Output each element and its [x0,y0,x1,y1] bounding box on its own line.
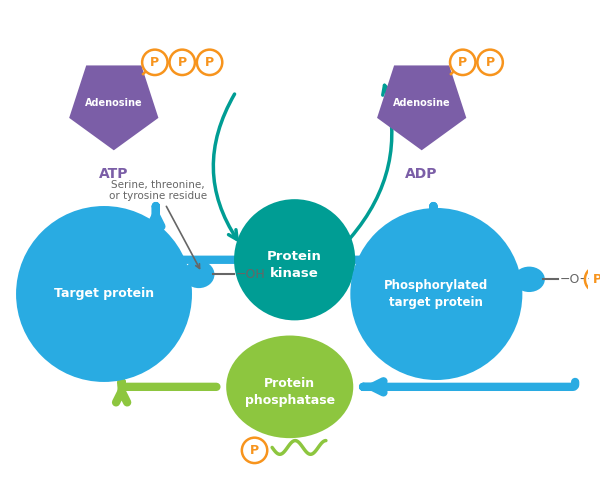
Circle shape [197,50,222,75]
Text: P: P [150,56,160,69]
Circle shape [478,50,503,75]
Text: P: P [205,56,214,69]
Text: Target protein: Target protein [54,288,154,300]
Circle shape [450,50,475,75]
Polygon shape [69,66,158,150]
Text: Phosphorylated
target protein: Phosphorylated target protein [384,279,488,309]
Circle shape [234,199,355,320]
Ellipse shape [226,336,353,438]
Polygon shape [377,66,466,150]
Text: −O−: −O− [560,273,590,286]
Text: Serine, threonine,
or tyrosine residue: Serine, threonine, or tyrosine residue [109,180,207,268]
Circle shape [585,266,600,292]
Ellipse shape [514,266,545,292]
Ellipse shape [183,261,214,288]
Text: Adenosine: Adenosine [393,98,451,108]
Text: Protein
kinase: Protein kinase [267,250,322,280]
Text: −OH: −OH [236,268,266,281]
Text: P: P [178,56,187,69]
Circle shape [170,50,195,75]
Circle shape [242,438,267,463]
Text: ADP: ADP [406,167,438,181]
Text: Protein
phosphatase: Protein phosphatase [245,376,335,406]
Text: P: P [458,56,467,69]
Text: Adenosine: Adenosine [85,98,143,108]
Circle shape [142,50,167,75]
Text: P: P [593,273,600,286]
Circle shape [350,208,523,380]
Text: P: P [485,56,494,69]
Text: P: P [250,444,259,457]
Circle shape [16,206,192,382]
Text: ATP: ATP [99,167,128,181]
